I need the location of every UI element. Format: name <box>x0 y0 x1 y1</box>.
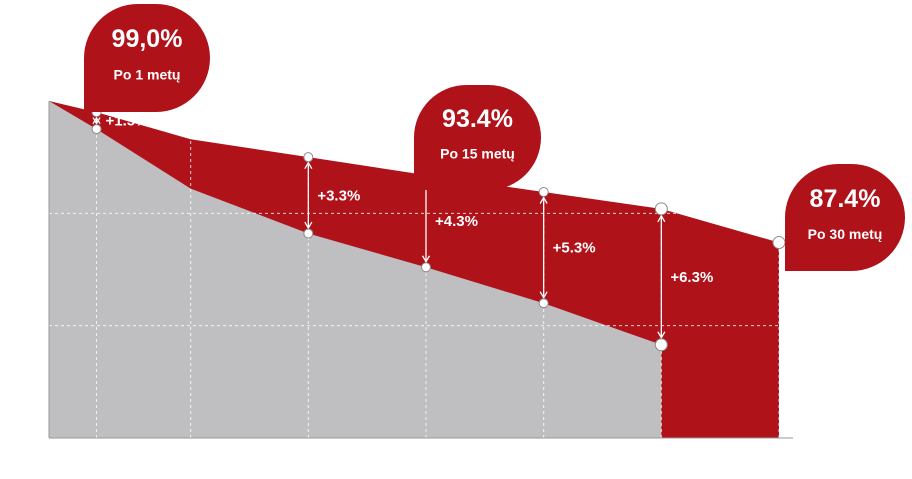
end-point <box>772 236 786 250</box>
gap-arrow-head <box>304 161 313 169</box>
area-layer <box>49 101 779 438</box>
callout-label: Po 30 metų <box>808 226 883 242</box>
callout-bubble: 93.4% Po 15 metų <box>414 85 541 190</box>
standard-point <box>303 228 314 239</box>
gap-arrow-head <box>657 331 666 340</box>
gap-label: +5.3% <box>553 240 596 257</box>
improved-point <box>654 202 668 216</box>
gap-marker: +3.3% <box>303 152 360 239</box>
standard-point <box>654 338 668 352</box>
callout-value: 93.4% <box>442 105 513 133</box>
standard-area <box>49 101 662 438</box>
gap-label: +1.5% <box>106 113 149 130</box>
gap-label: +4.3% <box>435 213 478 230</box>
gap-marker: +6.3% <box>654 202 713 352</box>
gap-arrow-head <box>92 116 101 125</box>
standard-point <box>91 124 102 135</box>
callout-shape <box>84 4 210 112</box>
callout-bubble: 99,0% Po 1 metų <box>84 4 210 112</box>
standard-point <box>421 262 431 273</box>
callout-value: 99,0% <box>112 25 183 53</box>
callout-value: 87.4% <box>810 185 881 213</box>
gap-label: +6.3% <box>670 269 713 286</box>
callout-layer: 99,0% Po 1 metų 93.4% Po 15 metų 87.4% Po 30 … <box>84 4 905 271</box>
gap-arrow-head <box>539 196 548 204</box>
callout-label: Po 15 metų <box>440 146 515 162</box>
gap-arrow-head <box>539 291 548 299</box>
improved-point <box>303 152 314 163</box>
gap-arrow-head <box>304 221 313 230</box>
axes-layer <box>48 101 793 439</box>
callout-shape <box>414 85 541 190</box>
callout-label: Po 1 metų <box>114 67 181 83</box>
gap-label: +3.3% <box>317 187 360 204</box>
gap-arrow-head <box>421 255 431 264</box>
improved-point <box>538 186 549 197</box>
callout-shape <box>785 164 905 271</box>
gap-marker: +5.3% <box>538 186 596 309</box>
standard-point <box>538 298 549 309</box>
callout-bubble: 87.4% Po 30 metų <box>785 164 905 271</box>
gap-arrow-head <box>92 117 101 125</box>
gap-arrow-head <box>657 214 666 223</box>
